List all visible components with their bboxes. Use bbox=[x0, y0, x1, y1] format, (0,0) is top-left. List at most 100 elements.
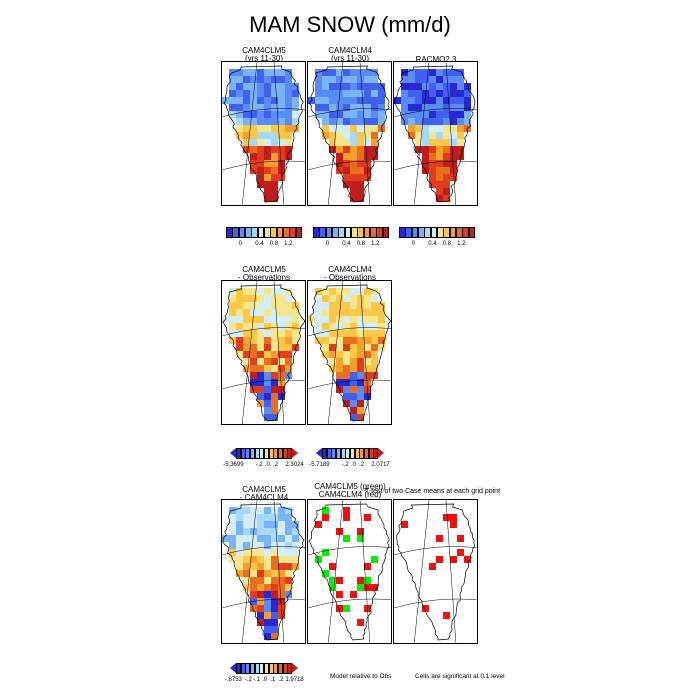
grid-cell bbox=[292, 83, 299, 90]
colorbar-swatch bbox=[411, 227, 419, 238]
grid-cell bbox=[278, 365, 285, 372]
colorbar-swatch bbox=[340, 448, 346, 459]
grid-cell bbox=[278, 118, 285, 125]
grid-cell bbox=[457, 97, 464, 104]
grid-cell bbox=[250, 337, 257, 344]
grid-cell bbox=[315, 104, 322, 111]
grid-cell bbox=[229, 528, 236, 535]
map-plot bbox=[394, 62, 477, 205]
grid-cell bbox=[364, 302, 371, 309]
grid-cell bbox=[243, 542, 250, 549]
grid-cell bbox=[285, 521, 292, 528]
grid-cell bbox=[329, 69, 336, 76]
colorbar-swatch bbox=[287, 663, 293, 674]
grid-cell bbox=[378, 316, 385, 323]
grid-cell bbox=[357, 619, 364, 626]
map-panel-racmo bbox=[393, 61, 478, 206]
grid-cell bbox=[236, 83, 243, 90]
grid-cell bbox=[285, 570, 292, 577]
grid-cell bbox=[315, 83, 322, 90]
grid-cell bbox=[429, 167, 436, 174]
grid-cell bbox=[350, 174, 357, 181]
grid-cell bbox=[315, 323, 322, 330]
grid-cell bbox=[264, 351, 271, 358]
colorbar-tick-label: 0.8 bbox=[442, 241, 452, 247]
grid-cell bbox=[257, 302, 264, 309]
grid-cell bbox=[422, 111, 429, 118]
grid-cell bbox=[257, 323, 264, 330]
grid-cell bbox=[285, 365, 292, 372]
grid-cell bbox=[357, 316, 364, 323]
grid-cell bbox=[350, 393, 357, 400]
grid-cell bbox=[457, 90, 464, 97]
colorbar-swatch bbox=[363, 227, 371, 238]
grid-cell bbox=[450, 97, 457, 104]
grid-cell bbox=[371, 83, 378, 90]
grid-cell bbox=[322, 125, 329, 132]
grid-cell bbox=[236, 549, 243, 556]
latitude-line bbox=[308, 108, 391, 118]
grid-cell bbox=[257, 111, 264, 118]
grid-cell bbox=[371, 69, 378, 76]
colorbar-swatch bbox=[250, 448, 256, 459]
grid-cell bbox=[250, 302, 257, 309]
grid-cell bbox=[271, 570, 278, 577]
grid-cell bbox=[357, 111, 364, 118]
grid-cell bbox=[450, 83, 457, 90]
grid-cell bbox=[343, 344, 350, 351]
colorbar-tick-label: -.2 bbox=[244, 677, 252, 683]
grid-cell bbox=[357, 535, 364, 542]
grid-cell bbox=[278, 160, 285, 167]
grid-cell bbox=[271, 619, 278, 626]
grid-cell bbox=[285, 132, 292, 139]
grid-cell bbox=[264, 146, 271, 153]
grid-cell bbox=[350, 309, 357, 316]
grid-cell bbox=[457, 69, 464, 76]
grid-cell bbox=[278, 76, 285, 83]
grid-cell bbox=[429, 132, 436, 139]
colorbar-swatch bbox=[238, 227, 246, 238]
grid-cell bbox=[443, 132, 450, 139]
grid-cell bbox=[343, 174, 350, 181]
grid-cell bbox=[450, 118, 457, 125]
grid-cell bbox=[264, 111, 271, 118]
grid-cell bbox=[436, 83, 443, 90]
grid-cell bbox=[243, 295, 250, 302]
grid-cell bbox=[329, 316, 336, 323]
grid-cell bbox=[357, 118, 364, 125]
grid-cell bbox=[329, 344, 336, 351]
grid-cell bbox=[378, 90, 385, 97]
latitude-line bbox=[394, 598, 477, 609]
grid-cell bbox=[250, 97, 257, 104]
grid-cell bbox=[257, 351, 264, 358]
grid-cell bbox=[371, 337, 378, 344]
grid-cell bbox=[264, 528, 271, 535]
colorbar-swatch bbox=[345, 448, 351, 459]
grid-cell bbox=[264, 563, 271, 570]
grid-cell bbox=[271, 372, 278, 379]
grid-cell bbox=[364, 160, 371, 167]
grid-cell bbox=[292, 323, 299, 330]
grid-cell bbox=[357, 528, 364, 535]
grid-cell bbox=[229, 83, 236, 90]
grid-cell bbox=[278, 591, 285, 598]
grid-cell bbox=[264, 633, 271, 640]
colorbar-swatch bbox=[295, 227, 303, 238]
grid-cell bbox=[343, 337, 350, 344]
grid-cell bbox=[285, 563, 292, 570]
grid-cell bbox=[271, 111, 278, 118]
grid-cell bbox=[229, 97, 236, 104]
grid-cell bbox=[250, 316, 257, 323]
grid-cell bbox=[292, 535, 299, 542]
latitude-line bbox=[308, 546, 391, 556]
grid-cell bbox=[343, 90, 350, 97]
grid-cell bbox=[464, 83, 471, 90]
grid-cell bbox=[264, 414, 271, 421]
grid-cell bbox=[271, 577, 278, 584]
colorbar-clm5-clm4 bbox=[230, 663, 298, 674]
grid-cell bbox=[350, 365, 357, 372]
grid-cell bbox=[243, 90, 250, 97]
grid-cell bbox=[350, 323, 357, 330]
longitude-line bbox=[445, 62, 457, 205]
grid-cell bbox=[236, 507, 243, 514]
